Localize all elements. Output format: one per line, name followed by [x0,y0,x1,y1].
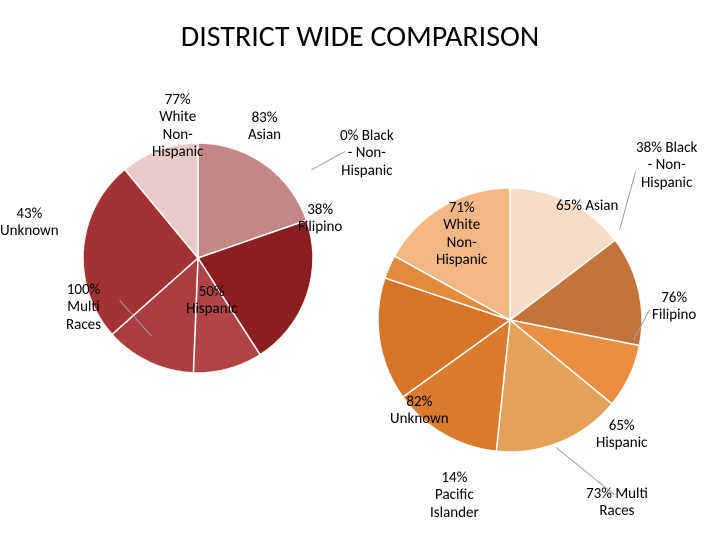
chart-label-r-pacific: 14% Pacific Islander [430,470,479,522]
pie-chart-left [83,143,313,373]
page-title: DISTRICT WIDE COMPARISON [0,18,720,55]
leader-line-2 [619,172,636,230]
chart-label-r-multi: 73% Multi Races [586,486,648,521]
chart-label-l-black: 0% Black - Non- Hispanic [340,128,394,180]
stage: DISTRICT WIDE COMPARISON 77% White Non- … [0,0,720,540]
chart-label-l-filipino: 38% Filipino [298,202,342,237]
chart-label-r-white: 71% White Non- Hispanic [436,200,487,269]
chart-label-r-black: 38% Black - Non- Hispanic [636,140,697,192]
chart-label-l-multi: 100% Multi Races [66,282,101,334]
chart-label-l-unknown: 43% Unknown [0,206,59,241]
chart-label-r-hispanic: 65% Hispanic [596,418,647,453]
chart-label-l-asian: 83% Asian [248,110,281,145]
chart-label-r-filipino: 76% Filipino [652,290,696,325]
chart-label-l-hispanic: 50% Hispanic [186,284,237,319]
chart-label-r-unknown: 82% Unknown [390,394,449,429]
chart-label-l-white: 77% White Non- Hispanic [152,92,203,161]
chart-label-r-asian: 65% Asian [556,198,618,215]
